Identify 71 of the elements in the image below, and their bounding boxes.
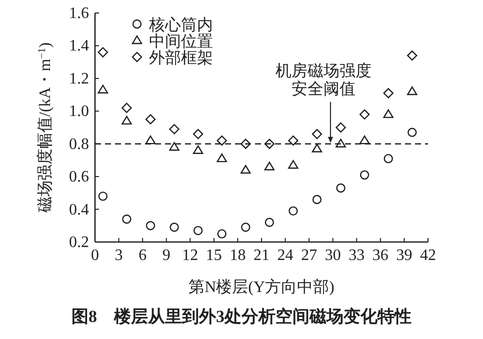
point: [122, 102, 132, 113]
point: [217, 229, 226, 238]
y-tick-label: 1.4: [69, 38, 89, 55]
point: [336, 138, 346, 148]
point: [264, 162, 275, 170]
point: [98, 84, 108, 94]
point: [241, 222, 250, 232]
point: [122, 214, 132, 224]
point: [408, 128, 417, 138]
point: [383, 88, 394, 98]
point: [216, 153, 227, 162]
x-tick-label: 6: [138, 247, 147, 264]
x-tick-label: 3: [114, 247, 123, 264]
point: [359, 109, 370, 120]
point: [146, 221, 156, 230]
y-tick-label: 0.4: [69, 201, 89, 218]
point: [288, 206, 298, 216]
point: [240, 164, 251, 174]
point: [264, 138, 275, 149]
y-tick-label: 0.6: [69, 168, 89, 186]
legend-label: 外部框架: [149, 49, 213, 67]
x-tick-label: 27: [301, 247, 318, 264]
point: [264, 218, 274, 227]
point: [169, 142, 180, 151]
point: [288, 135, 298, 146]
annotation: 机房磁场强度安全阈值: [275, 62, 372, 98]
point: [216, 135, 227, 146]
x-tick-label: 0: [91, 247, 99, 264]
point: [288, 160, 298, 169]
point: [336, 122, 346, 133]
y-tick-label: 0.2: [69, 234, 89, 251]
text: 图8 楼层从里到外3处分析空间磁场变化特性: [72, 307, 412, 326]
point: [312, 128, 322, 140]
y-tick-label: 1.2: [69, 70, 89, 88]
x-axis-title: 第N楼层(Y方向中部): [188, 278, 334, 296]
legend-label: 中间位置: [149, 32, 213, 50]
point: [192, 128, 204, 140]
point: [359, 135, 370, 144]
point: [169, 124, 180, 134]
point: [407, 86, 418, 96]
x-tick-label: 39: [396, 247, 412, 264]
x-tick-label: 42: [420, 247, 436, 264]
point: [312, 144, 322, 152]
x-tick-label: 30: [324, 247, 341, 264]
x-tick-label: 15: [206, 247, 222, 264]
y-tick-label: 1.6: [69, 5, 89, 22]
y-tick-label: 0.8: [69, 136, 89, 153]
x-tick-label: 18: [230, 247, 246, 264]
point: [384, 154, 393, 164]
point: [336, 183, 346, 193]
x-tick-label: 24: [277, 247, 294, 264]
x-tick-label: 9: [162, 247, 170, 264]
point: [383, 109, 394, 118]
x-tick-label: 36: [372, 247, 388, 264]
point: [312, 194, 322, 204]
point: [240, 138, 251, 149]
point: [170, 222, 179, 232]
point: [98, 192, 108, 201]
x-tick-label: 21: [254, 247, 270, 264]
point: [193, 226, 203, 236]
point: [122, 116, 132, 125]
x-tick-label: 33: [348, 247, 365, 264]
point: [192, 145, 204, 154]
x-tick-label: 12: [182, 247, 198, 264]
legend-label: 核心筒内: [148, 16, 213, 34]
point: [145, 135, 156, 144]
y-tick-label: 1.0: [69, 103, 89, 120]
point: [98, 47, 108, 58]
point: [145, 114, 156, 124]
point: [407, 50, 418, 61]
point: [360, 170, 370, 180]
